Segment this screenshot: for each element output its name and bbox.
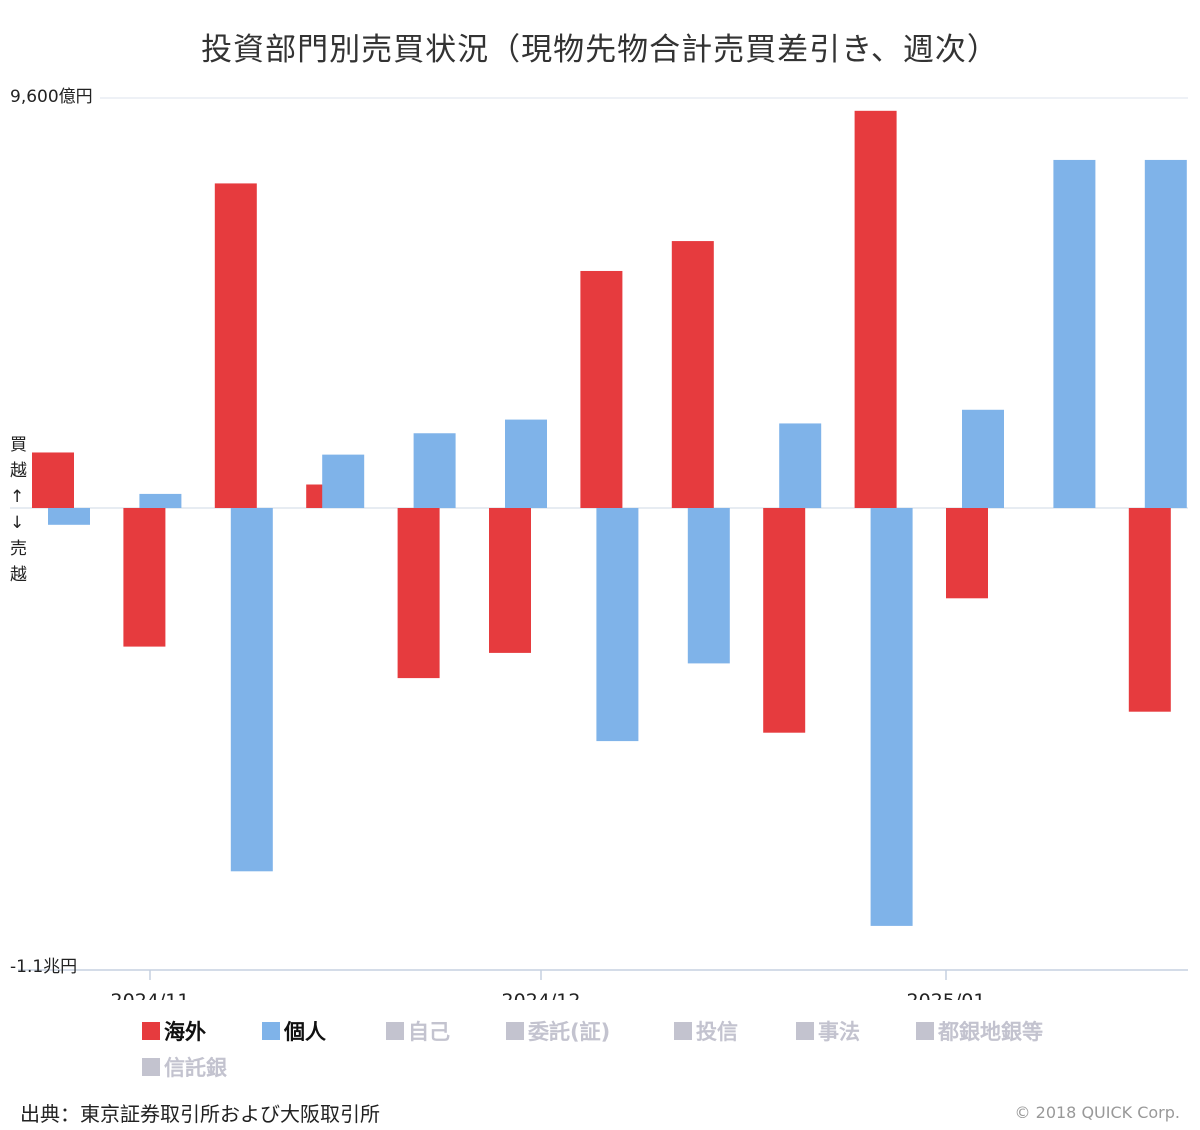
y-min-label: -1.1兆円 <box>10 957 78 977</box>
bar-overseas <box>32 452 74 508</box>
y-max-label: 9,600億円 <box>10 87 93 107</box>
legend-label: 投信 <box>696 1020 738 1044</box>
legend-item-overseas[interactable]: 海外 <box>142 1016 206 1046</box>
bar-individual <box>962 409 1004 508</box>
legend-label: 事法 <box>818 1020 860 1044</box>
copyright: © 2018 QUICK Corp. <box>1014 1103 1180 1122</box>
bar-overseas <box>214 183 257 508</box>
bar-individual <box>230 508 273 872</box>
bar-individual <box>322 454 365 508</box>
legend-swatch <box>142 1058 160 1076</box>
bar-chart: 2024/11 2024/12 2025/01 <box>10 97 1188 1000</box>
legend-swatch <box>262 1022 280 1040</box>
side-label-char: 越 <box>10 461 27 481</box>
source-note: 出典：東京証券取引所および大阪取引所 <box>20 1102 380 1126</box>
legend-item-brokerage[interactable]: 委託(証) <box>506 1016 610 1046</box>
bar-overseas <box>397 508 440 679</box>
bar-individual <box>48 508 90 525</box>
side-label-char: ↑ <box>10 487 25 507</box>
legend-item-individual[interactable]: 個人 <box>262 1016 326 1046</box>
legend-label: 委託(証) <box>528 1020 611 1044</box>
bar-overseas <box>946 508 988 599</box>
legend-swatch <box>142 1022 160 1040</box>
bar-overseas <box>1128 508 1171 712</box>
legend-item-business-corp[interactable]: 事法 <box>796 1016 860 1046</box>
x-tick-label: 2025/01 <box>907 990 986 1000</box>
legend-label: 都銀地銀等 <box>938 1020 1043 1044</box>
side-label-char: 越 <box>10 565 27 585</box>
bar-overseas <box>580 270 623 508</box>
x-tick-label: 2024/12 <box>502 990 581 1000</box>
legend-swatch <box>386 1022 404 1040</box>
bar-individual <box>1053 159 1096 509</box>
legend-label: 個人 <box>284 1020 326 1044</box>
legend-label: 自己 <box>408 1020 450 1044</box>
bar-individual <box>505 419 547 508</box>
legend-item-trust-banks[interactable]: 信託銀 <box>142 1052 227 1082</box>
legend-label: 海外 <box>164 1020 206 1044</box>
bar-overseas <box>123 508 166 647</box>
legend-swatch <box>916 1022 934 1040</box>
bar-overseas <box>763 508 806 733</box>
buy-sell-side-label: 買 越 ↑ ↓ 売 越 <box>10 432 27 588</box>
legend-item-investment-trust[interactable]: 投信 <box>674 1016 738 1046</box>
legend-swatch <box>796 1022 814 1040</box>
x-tick-label: 2024/11 <box>111 990 190 1000</box>
bar-individual <box>687 508 730 664</box>
bar-individual <box>596 508 639 742</box>
legend-item-banks[interactable]: 都銀地銀等 <box>916 1016 1043 1046</box>
bar-overseas <box>671 241 714 508</box>
legend-item-proprietary[interactable]: 自己 <box>386 1016 450 1046</box>
bar-overseas <box>489 508 531 653</box>
side-label-char: 買 <box>10 435 27 455</box>
bar-overseas <box>854 110 897 508</box>
bar-individual <box>779 423 822 508</box>
bar-individual <box>413 433 456 508</box>
bar-individual <box>139 493 182 508</box>
bar-individual <box>1144 159 1187 509</box>
side-label-char: ↓ <box>10 513 25 533</box>
legend-swatch <box>506 1022 524 1040</box>
legend-swatch <box>674 1022 692 1040</box>
legend-label: 信託銀 <box>164 1056 227 1080</box>
chart-title: 投資部門別売買状況（現物先物合計売買差引き、週次） <box>201 32 999 68</box>
bar-individual <box>870 508 913 926</box>
side-label-char: 売 <box>10 539 27 559</box>
